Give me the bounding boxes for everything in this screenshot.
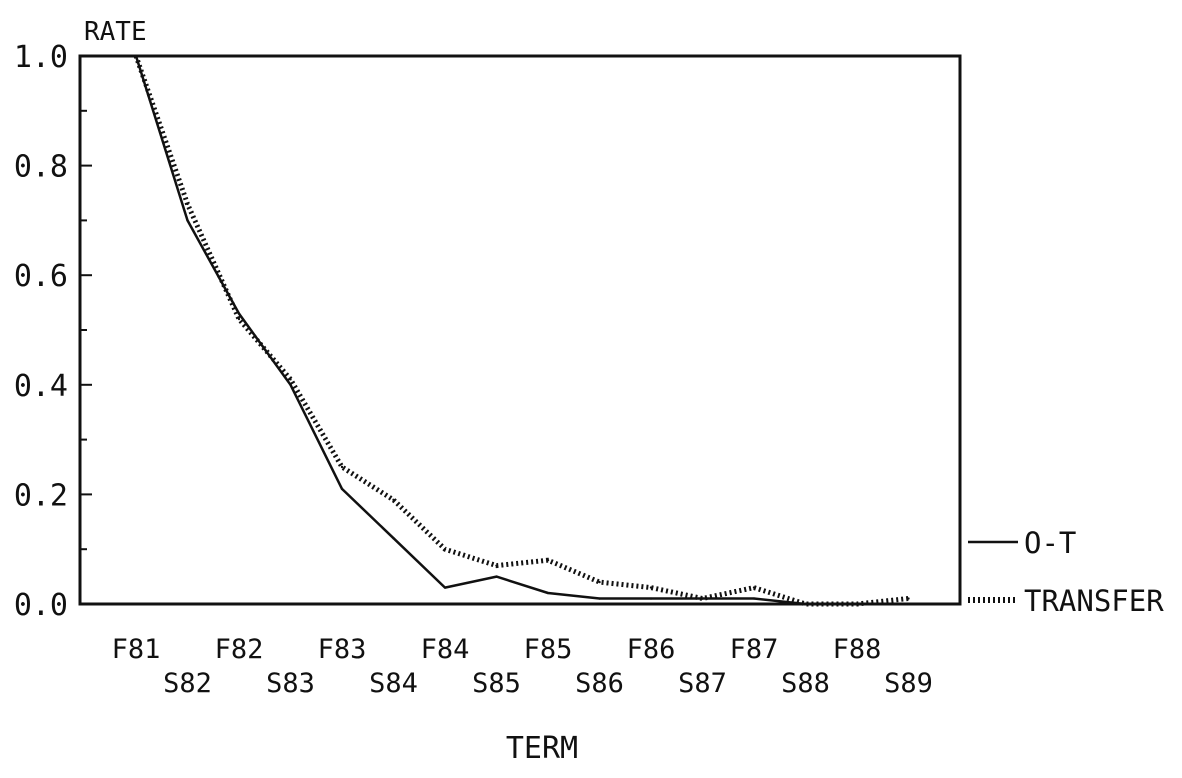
data-point [495, 575, 498, 578]
data-point [186, 202, 189, 206]
y-tick-label: 0.6 [14, 259, 68, 294]
data-point [701, 597, 704, 600]
x-tick-label: S82 [163, 668, 212, 699]
series-layer [133, 54, 910, 607]
data-point [340, 487, 344, 491]
x-tick-label: S84 [369, 668, 418, 699]
x-tick-label: F88 [833, 634, 882, 665]
data-point [546, 591, 550, 595]
data-point [804, 602, 807, 606]
legend-label: TRANSFER [1024, 584, 1164, 618]
y-tick-label: 0.8 [14, 150, 68, 185]
legend: O-T TRANSFER [968, 526, 1164, 618]
data-point [392, 498, 395, 502]
y-tick-label: 0.2 [14, 478, 68, 513]
data-point [186, 219, 189, 222]
x-tick-label: S83 [266, 668, 315, 699]
x-tick-label: F82 [215, 634, 264, 665]
data-point [546, 558, 550, 562]
y-tick-label: 0.4 [14, 369, 68, 404]
data-point [134, 54, 138, 58]
x-tick-label: F86 [627, 634, 676, 665]
x-tick-label: S89 [884, 668, 933, 699]
data-point [598, 580, 601, 584]
legend-label: O-T [1024, 526, 1076, 560]
x-axis-title: TERM [506, 731, 578, 766]
series-line-2 [133, 55, 909, 607]
x-tick-label: F84 [421, 634, 470, 665]
y-tick-label: 1.0 [14, 40, 68, 75]
x-tick-label: S86 [575, 668, 624, 699]
x-tick-label: F81 [112, 634, 161, 665]
data-point [752, 586, 756, 589]
y-axis: 0.0 0.2 0.4 0.6 0.8 1.0 [14, 40, 92, 623]
x-tick-label: F83 [318, 634, 367, 665]
plot-frame [78, 54, 962, 606]
data-point [855, 602, 859, 606]
data-point [598, 597, 601, 600]
data-point [443, 586, 447, 589]
data-point [649, 597, 653, 600]
y-axis-title: RATE [84, 17, 147, 47]
x-tick-label: S87 [678, 668, 727, 699]
data-point [752, 597, 756, 600]
series-line-1 [134, 55, 909, 606]
data-point [907, 602, 910, 606]
data-point [443, 548, 447, 551]
y-tick-label: 0.0 [14, 588, 68, 623]
x-tick-label: S85 [472, 668, 521, 699]
x-axis: F81S82F82S83F83S84F84S85F85S86F86S87F87S… [112, 634, 933, 699]
data-point [392, 537, 395, 540]
data-point [237, 317, 241, 321]
x-tick-label: F87 [730, 634, 779, 665]
data-point [495, 564, 498, 567]
data-point [289, 378, 292, 381]
x-tick-label: S88 [781, 668, 830, 699]
data-point [907, 597, 910, 600]
data-point [649, 586, 653, 589]
data-point [340, 465, 344, 469]
x-tick-label: F85 [524, 634, 573, 665]
